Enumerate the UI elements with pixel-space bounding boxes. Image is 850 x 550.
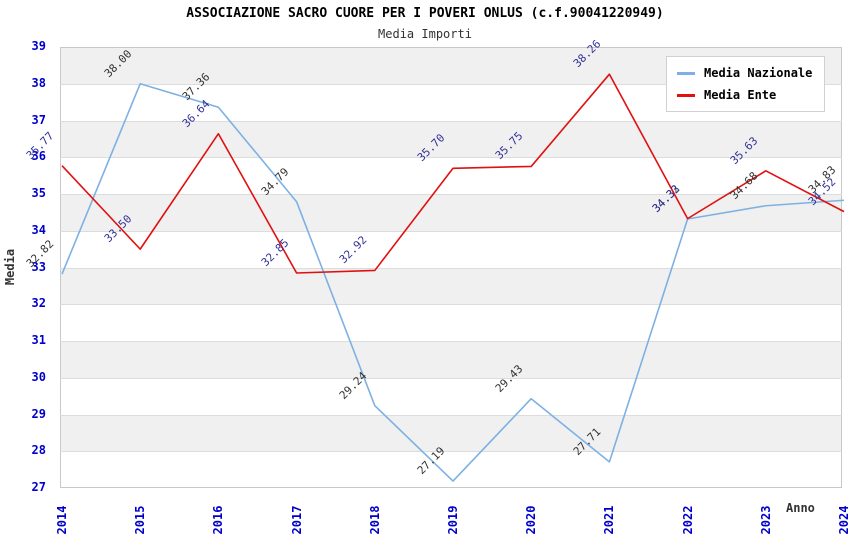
x-axis-title: Anno (786, 501, 815, 515)
x-tick-label: 2014 (55, 505, 69, 535)
legend-item-media-ente: Media Ente (677, 84, 812, 106)
y-gridline (60, 157, 842, 159)
y-tick-label: 27 (31, 480, 46, 494)
y-tick-label: 36 (31, 149, 46, 164)
x-tick-label: 2024 (837, 505, 850, 535)
y-tick-label: 35 (31, 186, 46, 200)
y-tick-label: 30 (31, 369, 46, 384)
y-tick-label: 31 (31, 333, 46, 347)
x-tick-label: 2021 (602, 505, 617, 535)
x-tick-label: 2019 (446, 505, 460, 535)
y-tick-label: 32 (31, 296, 46, 311)
chart-title: ASSOCIAZIONE SACRO CUORE PER I POVERI ON… (186, 6, 664, 21)
x-tick-label: 2022 (680, 505, 695, 535)
y-tick-label: 28 (31, 443, 46, 458)
x-tick-label: 2015 (133, 505, 148, 535)
legend-swatch-ente-icon (677, 93, 695, 97)
x-tick-label: 2018 (367, 505, 382, 535)
y-tick-label: 37 (31, 112, 46, 127)
y-gridline (60, 304, 842, 306)
y-gridline (60, 230, 842, 232)
x-tick-label: 2016 (211, 505, 226, 535)
x-tick-label: 2020 (524, 505, 539, 535)
y-gridline (60, 341, 842, 342)
x-tick-label: 2023 (758, 505, 773, 535)
y-tick-label: 39 (31, 39, 46, 53)
y-gridline (60, 451, 842, 453)
y-gridline (60, 267, 842, 269)
y-tick-label: 29 (31, 406, 46, 421)
y-gridline (60, 414, 842, 416)
y-gridline (60, 194, 842, 195)
legend-item-media-nazionale: Media Nazionale (677, 62, 812, 84)
x-tick-label: 2017 (289, 505, 304, 535)
legend: Media Nazionale Media Ente (666, 56, 826, 112)
legend-label-nazionale: Media Nazionale (704, 66, 813, 80)
y-gridline (60, 377, 842, 379)
y-tick-label: 34 (31, 222, 46, 237)
y-tick-label: 38 (31, 75, 46, 90)
chart-subtitle: Media Importi (378, 27, 472, 41)
legend-label-ente: Media Ente (704, 88, 777, 102)
y-gridline (60, 120, 842, 122)
legend-swatch-nazionale-icon (677, 71, 695, 75)
y-tick-label: 33 (31, 259, 46, 274)
